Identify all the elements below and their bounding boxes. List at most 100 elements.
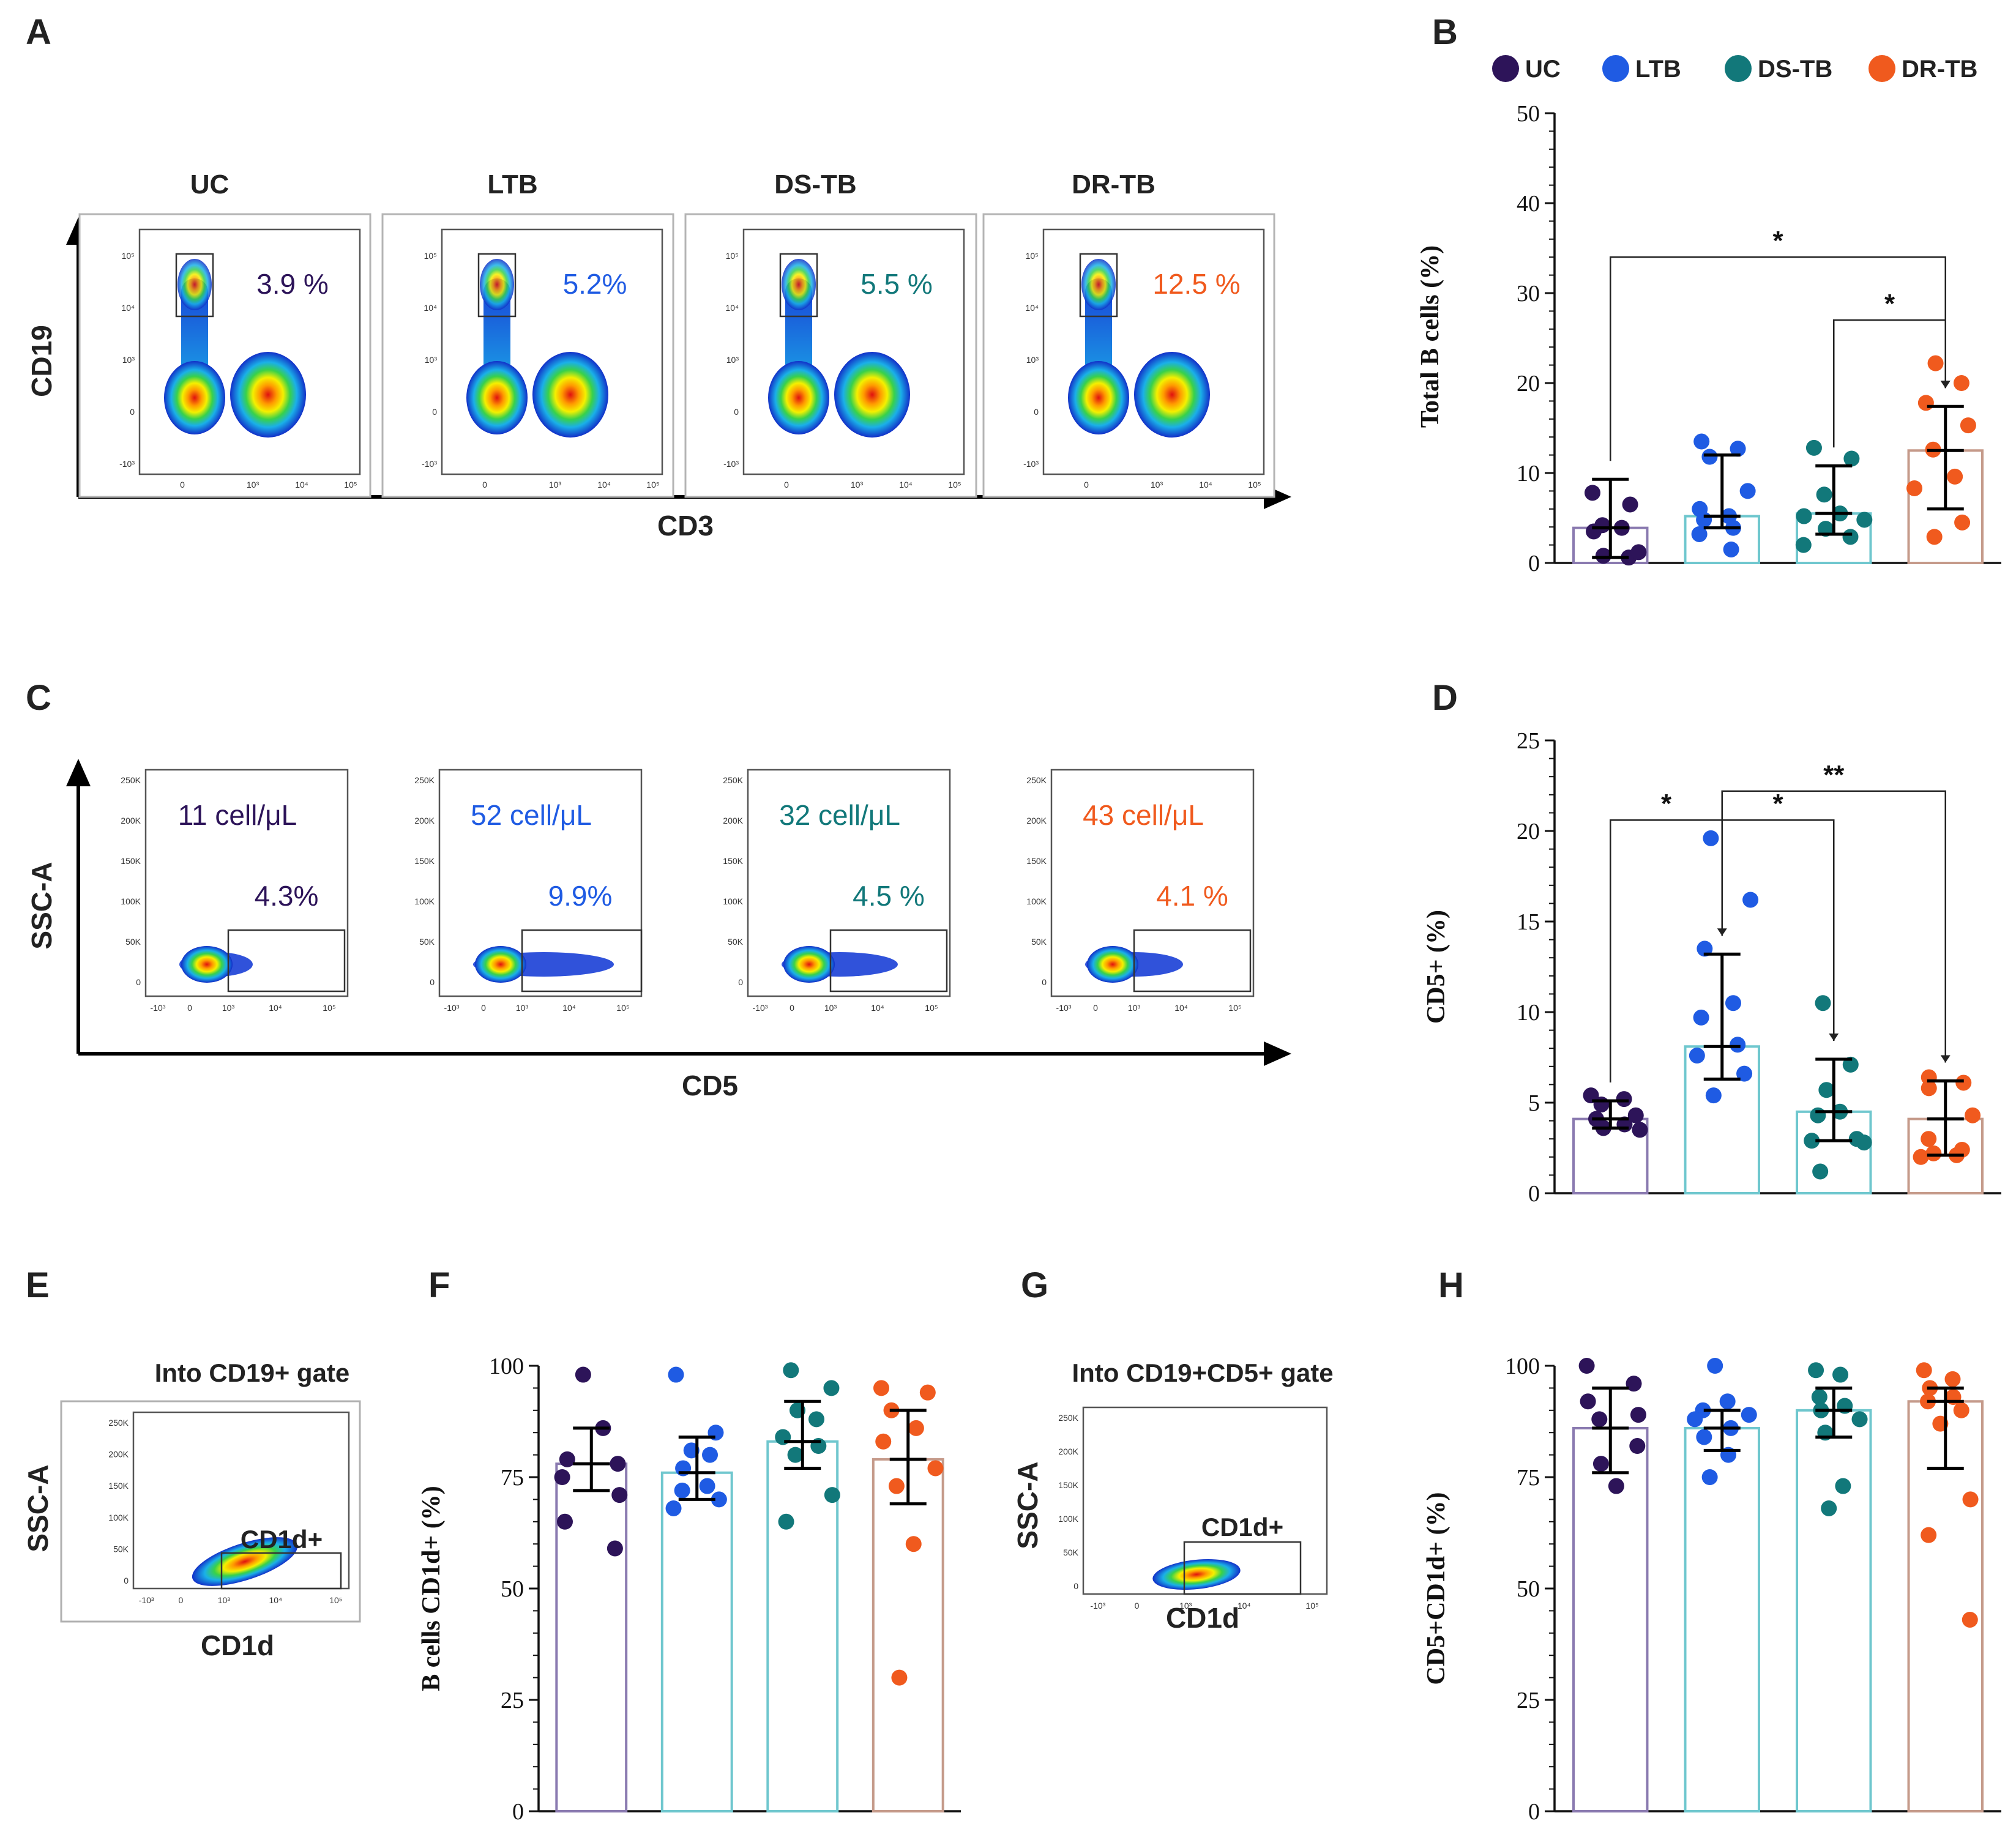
x-tick-a-ds-tb-1: 10³ (851, 480, 864, 490)
percent-label-c-uc: 4.3% (255, 880, 319, 912)
y-tick-label-d-5: 25 (1517, 728, 1540, 754)
y-tick-label-h-2: 50 (1517, 1576, 1540, 1602)
y-tick-a-uc-3: 0 (130, 407, 135, 417)
point-b-ds-tb-7 (1842, 529, 1859, 545)
group-title-ltb: LTB (487, 169, 537, 199)
flow-plots-a: UC 10⁵ 10⁴ 10³ 0 -10³ 0 10³ 10⁴ 10⁵ 3.9 % LTB 10⁵ 10⁴… (78, 169, 1275, 498)
point-b-ltb-8 (1691, 526, 1708, 542)
x-tick-a-ds-tb-3: 10⁵ (948, 480, 961, 490)
axis-arrowhead-y-c (66, 759, 91, 786)
y-tick-c-ds-tb-4: 50K (728, 937, 744, 947)
legend-dot-ltb (1602, 55, 1629, 82)
point-f-ds-tb-6 (787, 1447, 804, 1463)
point-b-ds-tb-4 (1796, 508, 1812, 524)
gate-box-e (220, 1552, 342, 1590)
point-f-ds-tb-8 (778, 1513, 794, 1530)
point-f-dr-tb-1 (919, 1384, 936, 1401)
point-d-dr-tb-8 (1913, 1149, 1929, 1165)
y-tick-g-3: 100K (1058, 1514, 1078, 1524)
x-tick-c-dr-tb-1: 0 (1093, 1003, 1098, 1013)
bar-f-ltb (660, 1471, 733, 1812)
point-h-ltb-8 (1701, 1469, 1718, 1485)
point-f-ltb-6 (674, 1482, 690, 1499)
density-cloud-g (1152, 1559, 1241, 1590)
point-f-ltb-8 (665, 1500, 682, 1516)
point-d-dr-tb-3 (1965, 1107, 1981, 1123)
sig-label-d-2: ** (1823, 760, 1845, 790)
flow-plot-area-ltb (441, 228, 663, 475)
legend-dot-dr-tb (1869, 55, 1895, 82)
y-tick-label-h-3: 75 (1517, 1465, 1540, 1491)
x-tick-g-4: 10⁵ (1305, 1601, 1318, 1611)
density-bcell-ds-tb (782, 259, 816, 310)
y-tick-a-uc-2: 10³ (122, 355, 135, 365)
point-d-ltb-3 (1725, 995, 1741, 1011)
point-h-ds-tb-2 (1811, 1388, 1827, 1405)
x-tick-c-uc-0: -10³ (151, 1003, 166, 1013)
point-h-dr-tb-8 (1921, 1527, 1937, 1543)
gate-box-g (1183, 1541, 1302, 1595)
panel-e: E Into CD19+ gate 250K 200K 150K 100K 50K 0 -1… (22, 1265, 361, 1661)
chart-h: H CD5+CD1d+ (%) 0 25 50 75 100 (1422, 1265, 2001, 1825)
point-b-uc-7 (1630, 544, 1647, 561)
point-b-ds-tb-2 (1816, 486, 1832, 503)
point-h-uc-4 (1591, 1411, 1608, 1428)
point-b-dr-tb-0 (1927, 355, 1944, 371)
point-h-ltb-3 (1741, 1407, 1757, 1423)
x-tick-a-dr-tb-3: 10⁵ (1248, 480, 1261, 490)
x-tick-c-dr-tb-4: 10⁵ (1228, 1003, 1241, 1013)
point-f-dr-tb-4 (875, 1433, 892, 1450)
y-tick-label-d-3: 15 (1517, 909, 1540, 935)
flow-ticks-g: 250K 200K 150K 100K 50K 0 -10³ 0 10³ 10⁴ 10⁵ (1058, 1413, 1319, 1611)
x-tick-a-dr-tb-1: 10³ (1151, 480, 1163, 490)
y-tick-e-0: 250K (108, 1418, 129, 1428)
panel-label-d: D (1432, 678, 1458, 718)
point-b-ltb-9 (1723, 541, 1739, 557)
point-f-uc-7 (607, 1540, 623, 1557)
gate-box-c-dr-tb (1133, 929, 1252, 993)
point-f-dr-tb-5 (927, 1460, 944, 1477)
density-neg-uc (164, 361, 225, 434)
point-f-dr-tb-3 (908, 1420, 924, 1436)
point-h-dr-tb-7 (1962, 1491, 1979, 1508)
y-tick-c-ltb-2: 150K (414, 856, 435, 866)
y-tick-a-ds-tb-3: 0 (734, 407, 739, 417)
point-b-uc-0 (1584, 485, 1600, 501)
y-tick-a-ltb-4: -10³ (422, 459, 437, 469)
point-h-ltb-6 (1696, 1429, 1712, 1445)
bar-h-uc (1572, 1426, 1649, 1812)
bar-f-dr-tb (872, 1458, 944, 1812)
legend-label-ltb: LTB (1635, 56, 1681, 83)
point-h-uc-1 (1626, 1376, 1642, 1392)
point-d-ltb-6 (1689, 1048, 1705, 1064)
gate-title-g: Into CD19+CD5+ gate (1072, 1358, 1333, 1387)
group-title-dr-tb: DR-TB (1072, 169, 1155, 199)
point-d-ds-tb-4 (1810, 1107, 1826, 1123)
point-f-uc-4 (554, 1469, 570, 1485)
panel-c: C SSC-A CD5 250K 200K 150K 100K 50K 0 -10³ 0 10³… (26, 678, 1291, 1101)
panel-g: G Into CD19+CD5+ gate 250K 200K 150K 100K 50… (1012, 1265, 1334, 1634)
y-tick-label-f-1: 25 (501, 1688, 524, 1713)
x-tick-a-ltb-0: 0 (482, 480, 487, 490)
axis-label-ssc-a-g: SSC-A (1012, 1461, 1043, 1549)
x-tick-c-ltb-2: 10³ (516, 1003, 529, 1013)
y-tick-c-ds-tb-1: 200K (723, 816, 743, 825)
density-bcell-dr-tb (1081, 259, 1116, 310)
point-b-dr-tb-2 (1917, 395, 1934, 411)
y-tick-c-uc-3: 100K (121, 896, 141, 906)
chart-f: F B cells CD1d+ (%) 0 25 50 75 100 (417, 1265, 961, 1825)
y-tick-a-dr-tb-3: 0 (1034, 407, 1039, 417)
point-d-dr-tb-2 (1921, 1080, 1937, 1097)
y-tick-label-b-0: 0 (1528, 551, 1540, 576)
point-d-ltb-5 (1730, 1037, 1746, 1053)
x-tick-c-ds-tb-2: 10³ (824, 1003, 837, 1013)
y-tick-a-ltb-2: 10³ (425, 355, 438, 365)
x-tick-a-uc-2: 10⁴ (295, 480, 308, 490)
density-tcell-ltb (532, 352, 608, 438)
x-tick-a-dr-tb-0: 0 (1084, 480, 1089, 490)
y-tick-e-4: 50K (113, 1544, 129, 1554)
density-bcell-uc (177, 259, 212, 310)
point-f-ltb-3 (702, 1447, 719, 1463)
sig-bracket-d-2 (1721, 790, 1946, 1063)
